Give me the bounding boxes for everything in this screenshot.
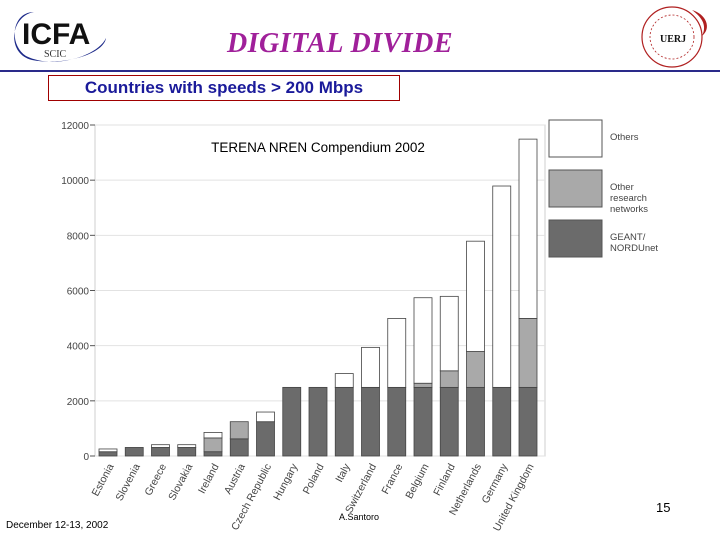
bar-segment (256, 411, 275, 423)
legend-swatch (548, 169, 603, 208)
bar-segment (387, 318, 407, 388)
bar-segment (387, 386, 407, 457)
x-tick-label: Greece (142, 462, 169, 498)
y-tick-label: 6000 (67, 287, 90, 298)
x-tick-label: Finland (431, 462, 458, 498)
bar-segment (308, 386, 328, 457)
bar-segment (203, 437, 223, 453)
bar-segment (334, 373, 354, 388)
header-divider (0, 70, 720, 72)
bar-segment (151, 447, 170, 457)
slide-subtitle: Countries with speeds > 200 Mbps (48, 75, 400, 101)
seal-text: UERJ (660, 34, 686, 45)
y-tick-label: 8000 (67, 231, 90, 242)
chart-title: TERENA NREN Compendium 2002 (211, 140, 425, 155)
bar-segment (177, 447, 197, 457)
legend-label: GEANT/NORDUnet (610, 232, 658, 254)
x-tick-label: Poland (301, 462, 327, 497)
bar-segment (177, 444, 197, 448)
bar-segment (466, 351, 485, 388)
date: December 12-13, 2002 (6, 520, 109, 531)
legend-swatch (548, 219, 603, 258)
bar-segment (492, 185, 512, 388)
bar-segment (229, 421, 249, 440)
bar-segment (203, 432, 223, 439)
x-tick-label: Italy (333, 461, 353, 484)
x-tick-label: Slovenia (113, 462, 143, 503)
bar-segment (361, 346, 380, 388)
bar-segment (466, 240, 485, 352)
bar-segment (229, 438, 249, 457)
legend-label: Other research networks (610, 182, 648, 215)
legend-swatch (548, 119, 603, 158)
bar-segment (439, 295, 459, 372)
x-tick-label: France (379, 462, 405, 497)
x-tick-label: Ireland (196, 462, 222, 496)
bar-segment (361, 386, 380, 457)
bar-segment (256, 421, 275, 457)
author: A.Santoro (339, 512, 380, 522)
y-tick-label: 4000 (67, 342, 90, 353)
bar-segment (98, 448, 118, 453)
bar-segment (203, 451, 223, 457)
bar-segment (151, 444, 170, 448)
page-number: 15 (656, 500, 671, 515)
slide-title: DIGITAL DIVIDE (226, 28, 454, 59)
logo-text: ICFA (22, 18, 90, 51)
bar-segment (518, 138, 538, 319)
y-tick-label: 2000 (67, 397, 90, 408)
x-tick-label: Belgium (403, 462, 432, 501)
bar-segment (282, 386, 302, 457)
y-tick-label: 10000 (61, 176, 89, 187)
bar-segment (518, 386, 538, 457)
y-tick-label: 12000 (61, 121, 89, 132)
bar-segment (492, 386, 512, 457)
x-tick-label: Estonia (90, 462, 117, 499)
bar-segment (413, 297, 433, 384)
x-tick-label: Austria (222, 462, 248, 497)
bar-segment (334, 386, 354, 457)
logo-subtext: SCIC (44, 49, 67, 60)
legend-label: Others (610, 132, 639, 143)
x-tick-label: Slovakia (166, 462, 195, 503)
bar-segment (124, 447, 144, 457)
bar-segment (413, 382, 433, 388)
bar-segment (413, 386, 433, 457)
x-tick-label: Hungary (271, 461, 301, 502)
uerj-seal: UERJ (641, 6, 707, 68)
bar-segment (518, 318, 538, 388)
bar-segment (466, 386, 485, 457)
icfa-logo: ICFA SCIC (14, 12, 106, 62)
bar-segment (439, 370, 459, 388)
bar-segment (98, 451, 118, 457)
bar-segment (439, 386, 459, 457)
y-tick-label: 0 (83, 452, 89, 463)
